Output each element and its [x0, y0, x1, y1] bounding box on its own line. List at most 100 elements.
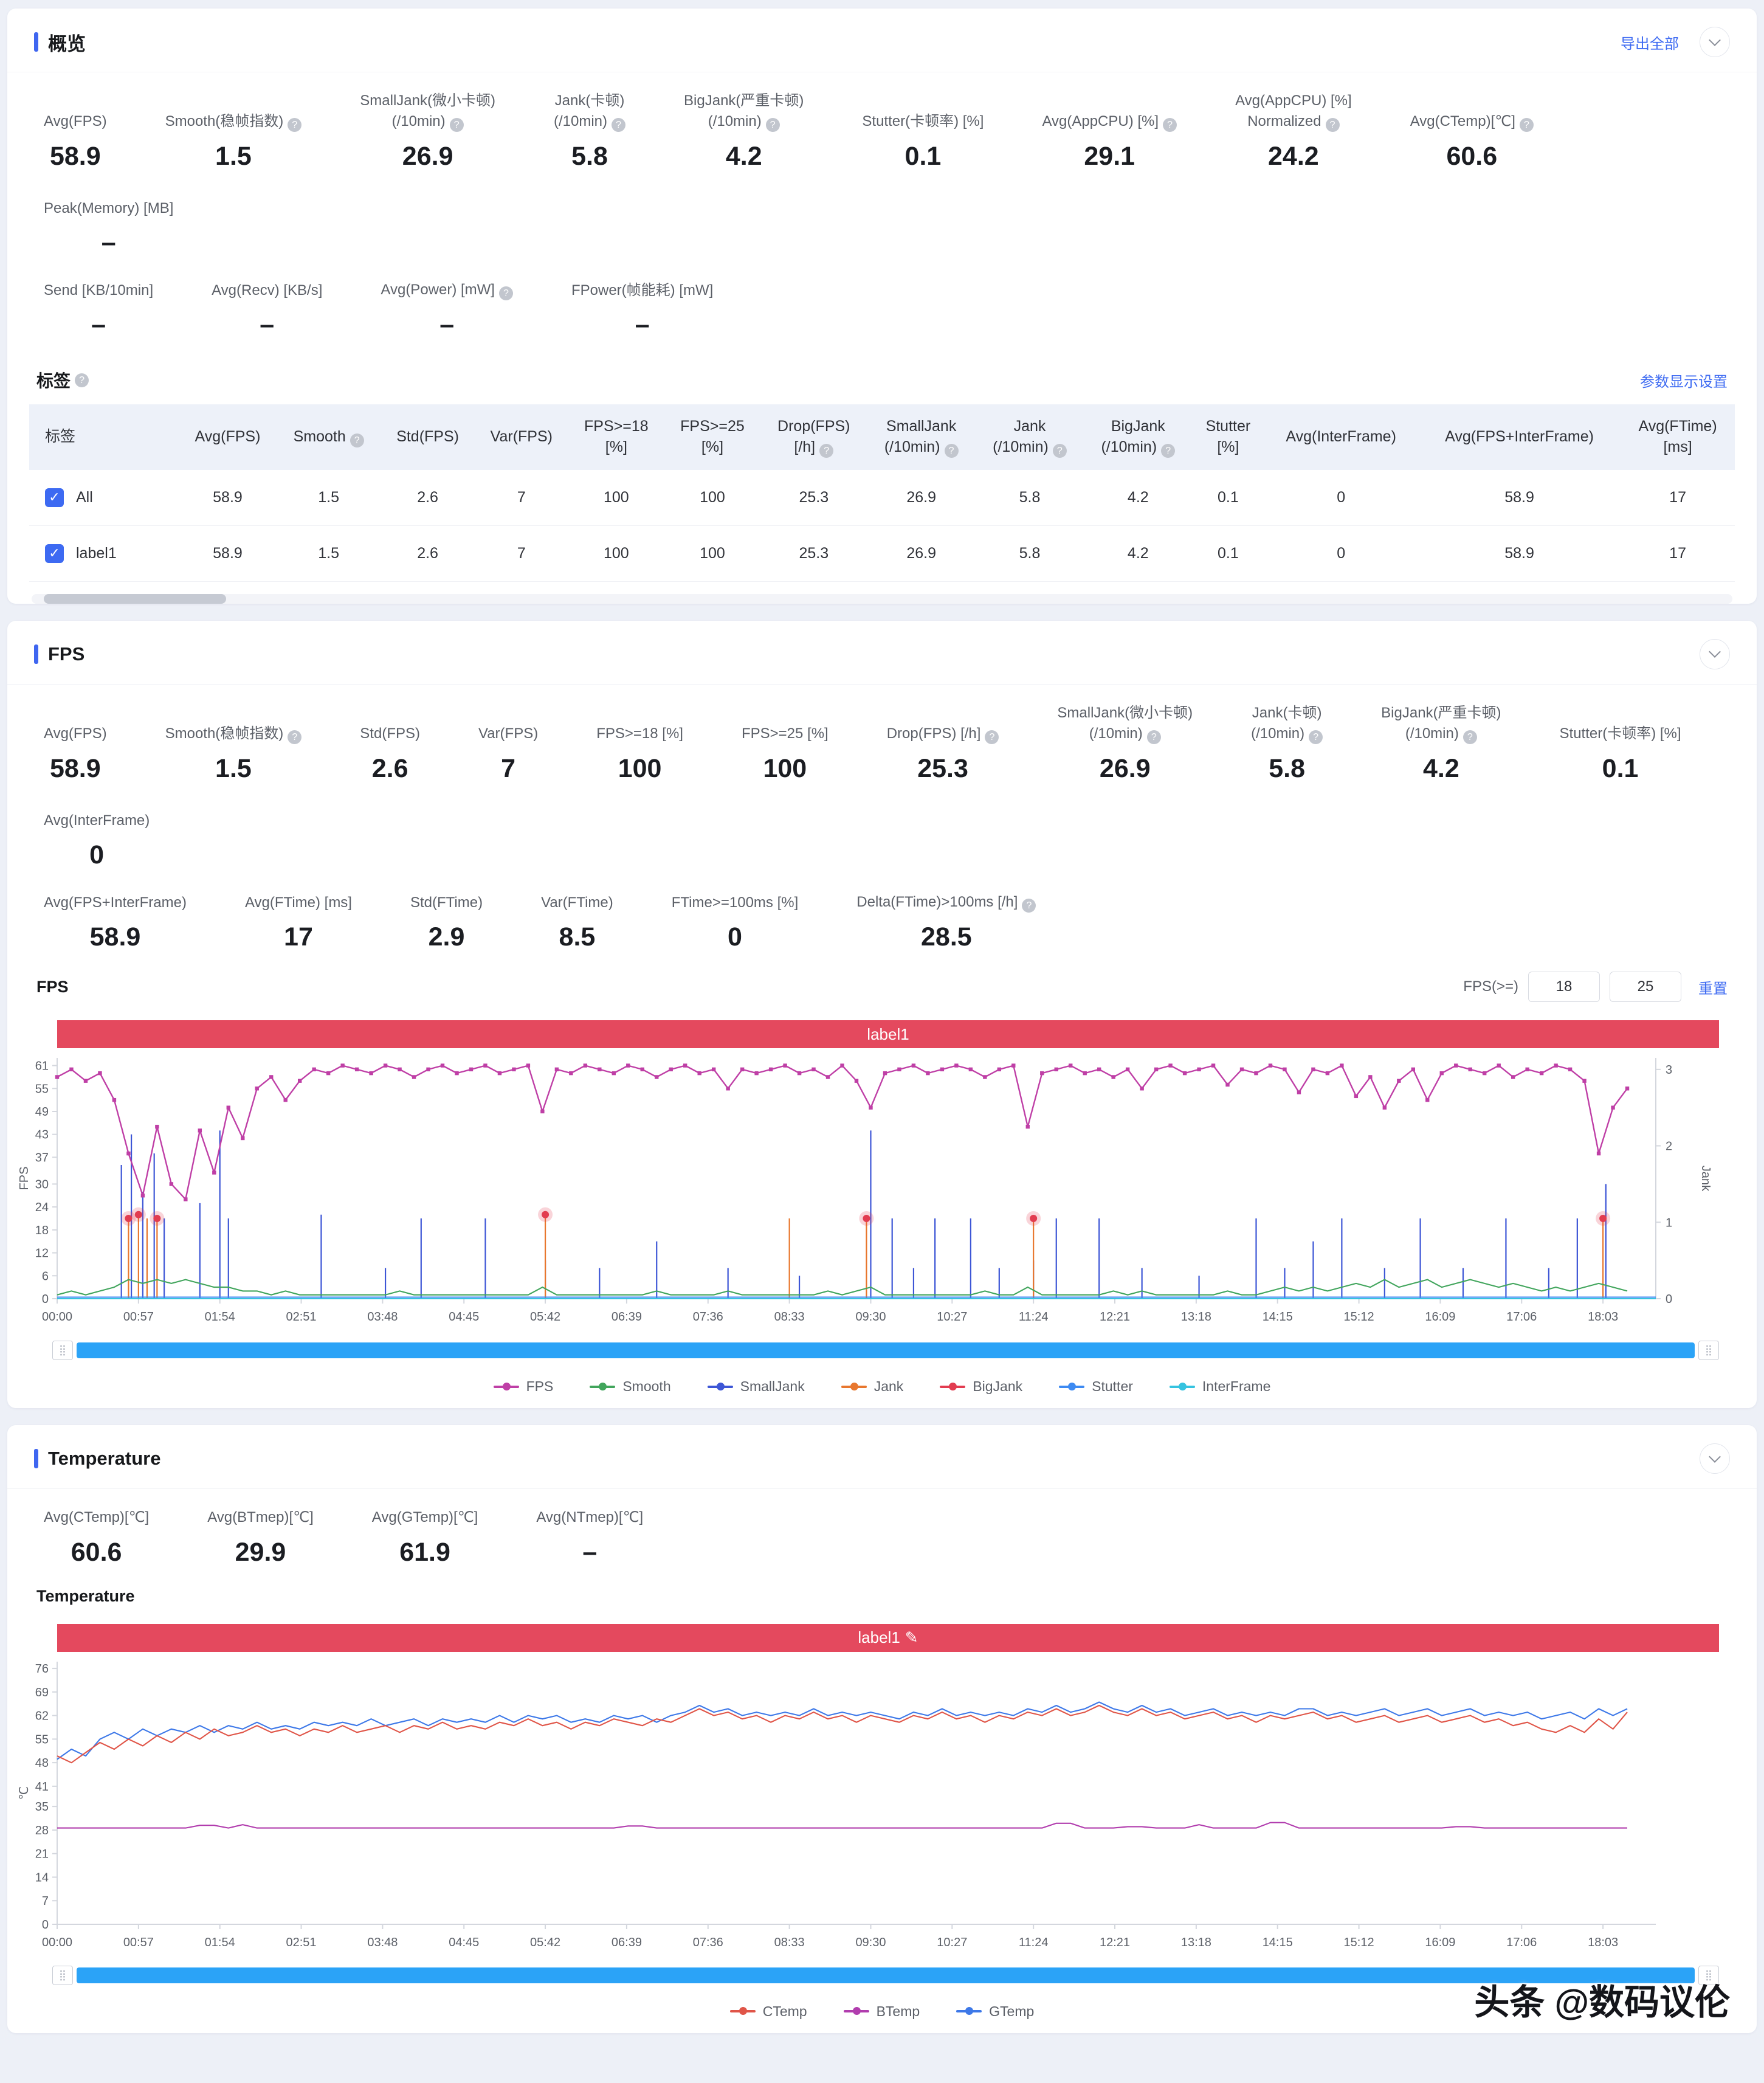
reset-link[interactable]: 重置: [1698, 980, 1728, 997]
pencil-icon[interactable]: ✎: [904, 1628, 918, 1647]
table-cell: 7: [474, 469, 568, 526]
overview-collapse-button[interactable]: [1700, 27, 1730, 57]
table-cell: 5.8: [975, 525, 1084, 582]
table-cell: 0: [1264, 525, 1418, 582]
help-icon[interactable]: ?: [765, 117, 780, 132]
legend-label: Smooth: [622, 1378, 671, 1395]
metric-value: 60.6: [71, 1537, 122, 1567]
fps-title: FPS: [48, 643, 85, 665]
help-icon[interactable]: ?: [1146, 730, 1161, 744]
svg-text:Jank: Jank: [1699, 1166, 1711, 1192]
help-icon[interactable]: ?: [612, 117, 626, 132]
metric-value: 58.9: [89, 922, 141, 952]
help-icon[interactable]: ?: [819, 443, 834, 458]
legend-label: CTemp: [762, 2003, 807, 2019]
scroll-grip-left[interactable]: ⣿: [52, 1341, 73, 1361]
metric-label: Avg(CTemp)[℃]?: [1410, 111, 1534, 132]
svg-text:07:36: 07:36: [693, 1936, 723, 1949]
legend-item-bigjank[interactable]: BigJank: [940, 1378, 1022, 1395]
fps-collapse-button[interactable]: [1700, 638, 1730, 669]
metric: Avg(Power) [mW]? –: [381, 280, 513, 340]
row-checkbox[interactable]: ✓: [45, 488, 64, 507]
legend-label: InterFrame: [1202, 1378, 1271, 1395]
svg-text:16:09: 16:09: [1425, 1936, 1455, 1949]
metric-value: 8.5: [559, 922, 596, 952]
metric-label: Delta(FTime)>100ms [/h]?: [856, 892, 1036, 913]
metric: Var(FPS) 7: [478, 724, 538, 784]
fps-label-banner[interactable]: label1: [57, 1020, 1719, 1049]
help-icon[interactable]: ?: [1519, 117, 1534, 132]
table-cell: 26.9: [867, 525, 976, 582]
table-cell: 5.8: [975, 469, 1084, 526]
temperature-collapse-button[interactable]: [1700, 1443, 1730, 1474]
metric-value: 0.1: [904, 141, 942, 171]
svg-text:76: 76: [35, 1662, 49, 1676]
scrollbar-bar[interactable]: [77, 1967, 1695, 1983]
help-icon[interactable]: ?: [288, 117, 302, 132]
svg-text:55: 55: [35, 1733, 49, 1746]
legend-item-ctemp[interactable]: CTemp: [729, 2003, 807, 2020]
fps-chart-scrollbar[interactable]: ⣿ ⣿: [52, 1341, 1719, 1361]
svg-text:18: 18: [35, 1224, 49, 1237]
svg-text:12:21: 12:21: [1100, 1310, 1130, 1324]
temperature-metrics-row1: Avg(CTemp)[℃] 60.6 Avg(BTmep)[℃] 29.9 Avg(GT…: [7, 1489, 1757, 1571]
help-icon[interactable]: ?: [1022, 899, 1036, 913]
column-header: FPS>=18 [%]: [568, 404, 664, 470]
help-icon[interactable]: ?: [1463, 730, 1477, 744]
column-header: SmallJank (/10min)?: [867, 404, 976, 470]
metric-label: Smooth(稳帧指数)?: [165, 724, 302, 744]
legend-item-jank[interactable]: Jank: [841, 1378, 903, 1395]
export-all-link[interactable]: 导出全部: [1621, 35, 1679, 52]
metric: Stutter(卡顿率) [%] 0.1: [1560, 724, 1681, 784]
svg-text:00:57: 00:57: [123, 1310, 154, 1324]
metric-value: 60.6: [1446, 141, 1498, 171]
metric: Smooth(稳帧指数)? 1.5: [165, 111, 302, 171]
temperature-label-banner[interactable]: label1 ✎: [57, 1623, 1719, 1652]
help-icon[interactable]: ?: [1325, 117, 1340, 132]
legend-marker: [1169, 1382, 1195, 1390]
column-header: Var(FPS): [474, 404, 568, 470]
help-icon[interactable]: ?: [350, 434, 364, 448]
scroll-grip-right[interactable]: ⣿: [1698, 1965, 1719, 1985]
help-icon[interactable]: ?: [1163, 117, 1177, 132]
temperature-chart-scrollbar[interactable]: ⣿ ⣿: [52, 1965, 1719, 1985]
legend-item-smalljank[interactable]: SmallJank: [707, 1378, 805, 1395]
help-icon[interactable]: ?: [985, 730, 999, 744]
row-checkbox[interactable]: ✓: [45, 544, 64, 563]
svg-text:14: 14: [35, 1871, 49, 1884]
help-icon[interactable]: ?: [944, 443, 959, 458]
table-scrollbar[interactable]: [32, 593, 1732, 604]
legend-item-interframe[interactable]: InterFrame: [1169, 1378, 1271, 1395]
table-cell: 1.5: [276, 469, 381, 526]
legend-item-stutter[interactable]: Stutter: [1059, 1378, 1133, 1395]
metric: Jank(卡顿) (/10min)? 5.8: [1251, 703, 1323, 784]
help-icon[interactable]: ?: [75, 373, 89, 387]
scrollbar-bar[interactable]: [77, 1342, 1695, 1359]
legend-label: FPS: [526, 1378, 554, 1395]
scroll-grip-left[interactable]: ⣿: [52, 1965, 73, 1985]
svg-text:05:42: 05:42: [530, 1310, 560, 1324]
param-display-settings-link[interactable]: 参数显示设置: [1640, 373, 1728, 390]
metric: Avg(NTmep)[℃] –: [536, 1507, 643, 1567]
metric: Stutter(卡顿率) [%] 0.1: [862, 111, 984, 171]
metric-label: Var(FPS): [478, 725, 539, 742]
help-icon[interactable]: ?: [498, 286, 513, 301]
table-row: ✓ All 58.9 1.5 2.6 7 100 100 25.3 26.9 5.8 4.2 0.1 0 5…: [29, 469, 1735, 526]
legend-item-btemp[interactable]: BTemp: [843, 2003, 920, 2020]
scroll-grip-right[interactable]: ⣿: [1698, 1341, 1719, 1361]
help-icon[interactable]: ?: [288, 730, 302, 744]
table-cell: 58.9: [1418, 525, 1621, 582]
help-icon[interactable]: ?: [449, 117, 464, 132]
fps-threshold-min-input[interactable]: [1528, 972, 1600, 1003]
legend-item-fps[interactable]: FPS: [493, 1378, 554, 1395]
fps-threshold-max-input[interactable]: [1610, 972, 1681, 1003]
temperature-chart: 0 7 14 21 28 35 41 48 55 62 69 76 ℃ 00:00 00:57 01:54 02…: [18, 1661, 1656, 1949]
metric-label: BigJank(严重卡顿) (/10min)?: [1381, 703, 1501, 744]
svg-text:09:30: 09:30: [855, 1936, 886, 1949]
help-icon[interactable]: ?: [1052, 443, 1067, 458]
legend-item-smooth[interactable]: Smooth: [590, 1378, 671, 1395]
help-icon[interactable]: ?: [1309, 730, 1323, 744]
table-scrollbar-thumb[interactable]: [44, 593, 226, 604]
legend-item-gtemp[interactable]: GTemp: [956, 2003, 1034, 2020]
help-icon[interactable]: ?: [1161, 443, 1176, 458]
